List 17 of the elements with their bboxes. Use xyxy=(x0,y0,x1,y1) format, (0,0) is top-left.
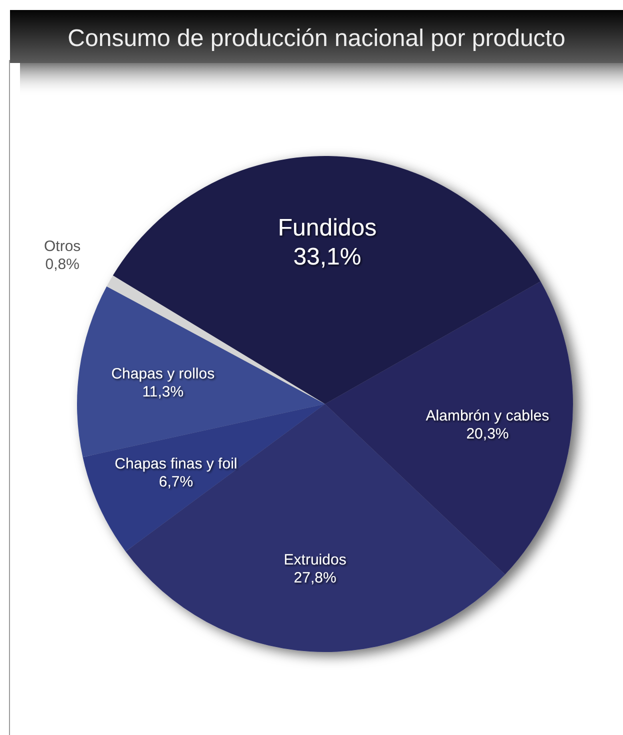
pie-slice xyxy=(82,404,325,552)
slice-label: Fundidos xyxy=(278,214,377,242)
pie-slice xyxy=(112,156,541,404)
pie-slice xyxy=(106,276,325,404)
data-label: 20,3% xyxy=(466,426,509,443)
data-label: 27,8% xyxy=(294,569,336,586)
data-label: 0,8% xyxy=(45,256,80,273)
pie-slice xyxy=(77,286,325,458)
slice-label: Otros xyxy=(44,238,81,255)
slice-label: Alambrón y cables xyxy=(426,408,550,425)
data-label: 6,7% xyxy=(158,474,194,491)
data-label: 11,3% xyxy=(142,383,184,400)
chart-title: Consumo de producción nacional por producto xyxy=(68,25,566,52)
slice-label: Extruidos xyxy=(284,551,346,568)
data-label: 33,1% xyxy=(293,243,362,270)
slice-label: Chapas y rollos xyxy=(111,365,215,382)
slice-label: Chapas finas y foil xyxy=(114,456,238,473)
